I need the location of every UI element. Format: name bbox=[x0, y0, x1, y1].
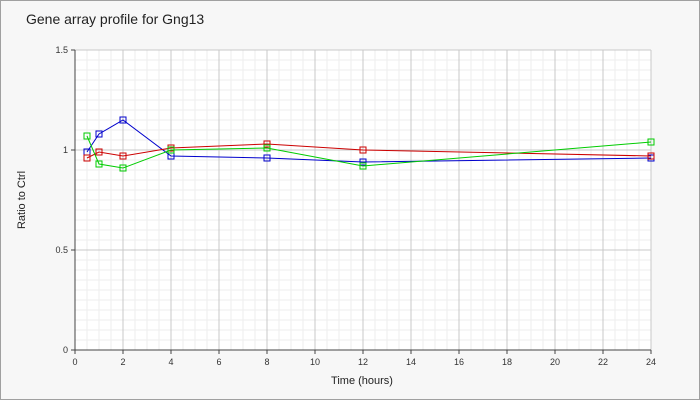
series-layer bbox=[83, 116, 655, 172]
data-point bbox=[83, 132, 91, 140]
x-tick-label: 2 bbox=[120, 357, 125, 367]
data-point bbox=[119, 152, 127, 160]
data-point bbox=[263, 144, 271, 152]
data-point bbox=[359, 158, 367, 166]
data-point bbox=[263, 154, 271, 162]
y-axis-label: Ratio to Ctrl bbox=[16, 171, 28, 229]
x-tick-label: 14 bbox=[406, 357, 416, 367]
x-tick-label: 0 bbox=[72, 357, 77, 367]
x-tick-label: 10 bbox=[310, 357, 320, 367]
data-point bbox=[359, 146, 367, 154]
x-tick-label: 16 bbox=[454, 357, 464, 367]
series-2 bbox=[83, 140, 655, 162]
x-tick-label: 6 bbox=[216, 357, 221, 367]
x-axis-label: Time (hours) bbox=[331, 375, 393, 387]
data-point bbox=[647, 138, 655, 146]
data-point bbox=[83, 148, 91, 156]
x-tick-label: 20 bbox=[550, 357, 560, 367]
data-point bbox=[359, 162, 367, 170]
series-line bbox=[86, 143, 652, 159]
y-tick-label: 0.5 bbox=[55, 245, 68, 255]
x-tick-label: 8 bbox=[264, 357, 269, 367]
data-point bbox=[167, 152, 175, 160]
y-tick-label: 1.5 bbox=[55, 45, 68, 55]
data-point bbox=[95, 160, 103, 168]
y-axis-ticks: 0 0.5 1 1.5 bbox=[55, 45, 75, 355]
data-point bbox=[119, 116, 127, 124]
data-point bbox=[95, 148, 103, 156]
data-point bbox=[95, 130, 103, 138]
x-axis-ticks: 0 2 4 6 8 10 12 14 16 18 20 22 24 bbox=[72, 350, 656, 367]
y-tick-label: 1 bbox=[63, 145, 68, 155]
x-tick-label: 18 bbox=[502, 357, 512, 367]
series-line bbox=[86, 135, 652, 169]
series-3 bbox=[83, 132, 655, 172]
x-tick-label: 22 bbox=[598, 357, 608, 367]
chart-title: Gene array profile for Gng13 bbox=[26, 11, 204, 27]
data-point bbox=[119, 164, 127, 172]
y-tick-label: 0 bbox=[63, 345, 68, 355]
x-tick-label: 4 bbox=[168, 357, 173, 367]
x-tick-label: 12 bbox=[358, 357, 368, 367]
data-point bbox=[167, 146, 175, 154]
data-point bbox=[263, 140, 271, 148]
x-tick-label: 24 bbox=[646, 357, 656, 367]
data-point bbox=[83, 154, 91, 162]
data-point bbox=[647, 152, 655, 160]
series-line bbox=[86, 119, 652, 163]
